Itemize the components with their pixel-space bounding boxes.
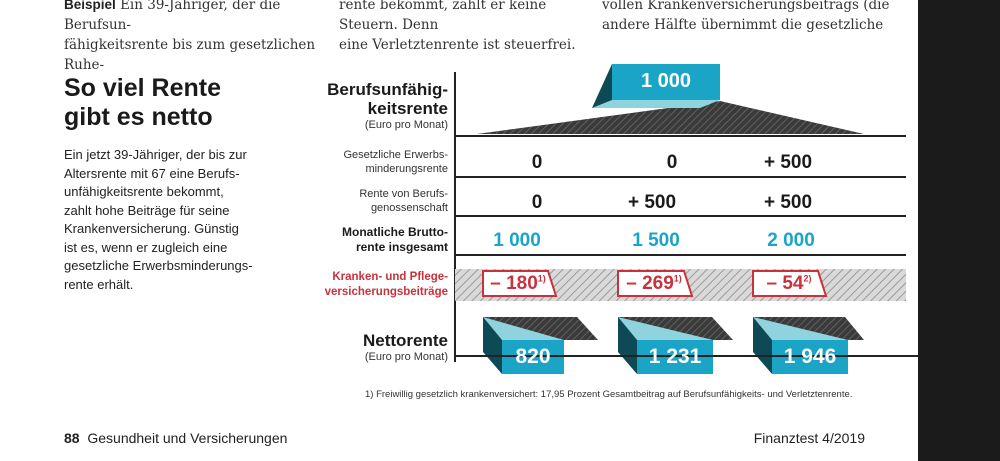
dark-side-margin xyxy=(918,0,1000,461)
gross-value-3: 2 000 xyxy=(767,230,815,251)
row1-value-3: + 500 xyxy=(763,152,813,173)
gross-value-2: 1 500 xyxy=(632,230,680,251)
bu-box-side xyxy=(592,64,612,108)
insurance-tag-1 xyxy=(482,270,558,297)
page-number: 88 xyxy=(64,430,80,446)
pension-graphic xyxy=(454,64,918,374)
row2-value-3: + 500 xyxy=(763,192,813,213)
bu-box-face xyxy=(612,64,720,100)
net-value-1: 820 xyxy=(515,345,551,368)
net-box-1 xyxy=(483,317,598,374)
bu-rente-spread-triangle xyxy=(477,101,864,134)
lead-paragraph: Ein jetzt 39-Jähriger, der bis zur Alter… xyxy=(64,147,253,292)
row-label-erwerbsminderungsrente: Gesetzliche Erwerbs- minderungsrente xyxy=(343,149,448,175)
page-footer-left: 88 Gesundheit und Versicherungen xyxy=(64,430,287,446)
text-column-2: rente bekommt, zahlt er keine Steuern. D… xyxy=(339,0,576,53)
insurance-value-1: – 1801) xyxy=(490,273,546,294)
text-column-1: Beispiel Ein 39-Jähriger, der die Berufs… xyxy=(64,0,334,75)
row2-value-1: 0 xyxy=(531,192,543,213)
gross-label: Monatliche Brutto- rente insgesamt xyxy=(342,225,448,254)
insurance-tag-3 xyxy=(752,270,828,297)
insurance-value-2: – 2691) xyxy=(626,273,682,294)
row1-value-1: 0 xyxy=(531,152,543,173)
net-value-3: 1 946 xyxy=(783,345,837,368)
insurance-label: Kranken- und Pflege- versicherungsbeiträ… xyxy=(324,271,448,298)
footnote: 1) Freiwillig gesetzlich krankenversiche… xyxy=(365,389,853,400)
insurance-tag-2 xyxy=(617,270,694,297)
row-label-berufsgenossenschaft: Rente von Berufs- genossenschaft xyxy=(359,188,448,214)
section-name: Gesundheit und Versicherungen xyxy=(87,430,288,446)
row1-value-2: 0 xyxy=(666,152,678,173)
bu-rente-value: 1 000 xyxy=(640,70,692,92)
article-heading: So viel Rente gibt es netto xyxy=(64,74,221,131)
net-value-2: 1 231 xyxy=(648,345,702,368)
row2-value-2: + 500 xyxy=(627,192,677,213)
net-label: Nettorente (Euro pro Monat) xyxy=(362,331,448,363)
magazine-issue: Finanztest 4/2019 xyxy=(753,430,865,446)
lead-in-bold: Beispiel xyxy=(64,0,116,12)
bu-rente-label: Berufsunfähig- keitsrente (Euro pro Mona… xyxy=(327,80,448,131)
text-column-3: vollen Krankenversicherungsbeitrags (die… xyxy=(602,0,890,33)
insurance-value-3: – 542) xyxy=(766,273,812,294)
gross-value-1: 1 000 xyxy=(493,230,541,251)
